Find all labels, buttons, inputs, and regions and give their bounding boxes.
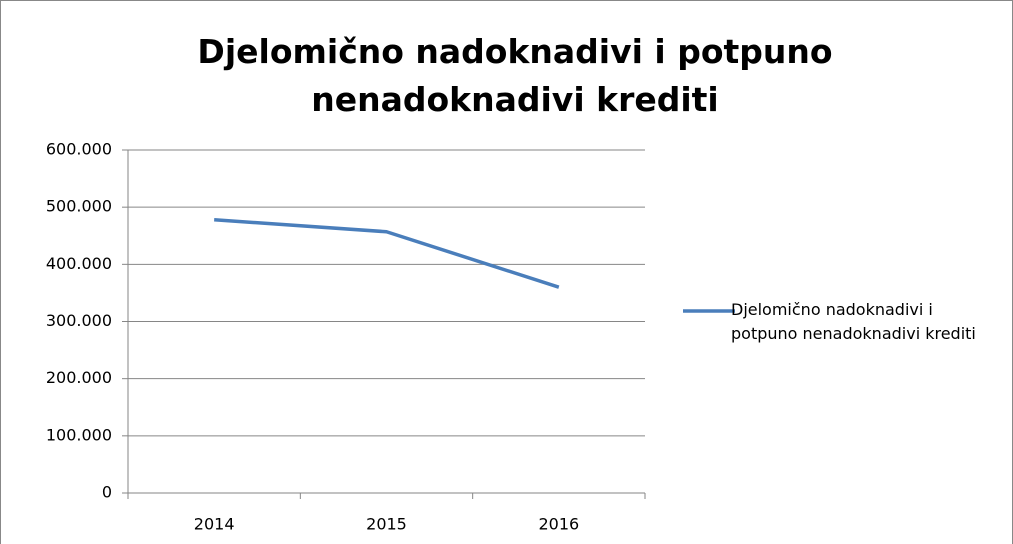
chart-title: Djelomično nadoknadivi i potpuno nenadok…	[197, 32, 833, 119]
y-tick-label: 500.000	[46, 197, 112, 216]
x-tick-label: 2015	[366, 515, 407, 534]
y-tick-label: 0	[102, 483, 112, 502]
y-tick-label: 400.000	[46, 254, 112, 273]
legend-label: Djelomično nadoknadivi i potpuno nenadok…	[731, 300, 976, 343]
data-line	[214, 217, 560, 289]
x-tick-label: 2016	[538, 515, 579, 534]
y-tick-label: 200.000	[46, 368, 112, 387]
y-tick-label: 600.000	[46, 140, 112, 159]
x-tick-label: 2014	[194, 515, 235, 534]
y-tick-label: 300.000	[46, 311, 112, 330]
y-tick-label: 100.000	[46, 425, 112, 444]
